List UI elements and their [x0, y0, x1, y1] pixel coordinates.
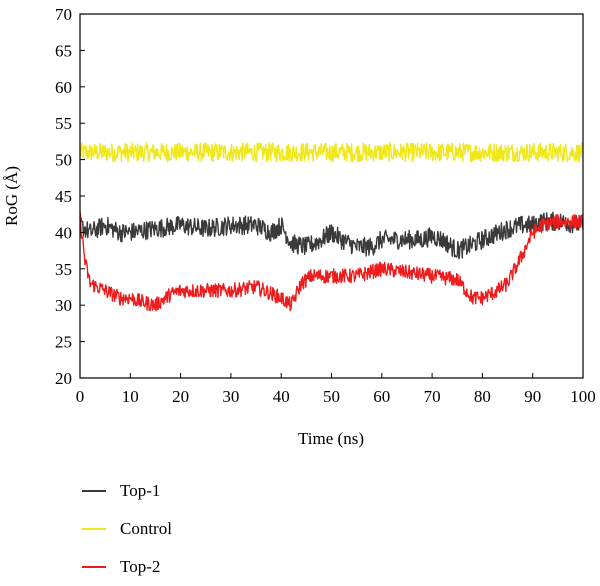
- legend-swatch-top-1: [82, 490, 106, 492]
- y-tick-label: 45: [55, 187, 72, 206]
- x-tick-label: 90: [524, 387, 541, 406]
- y-axis-title: RoG (Å): [2, 166, 21, 226]
- legend-label-top-1: Top-1: [120, 481, 161, 500]
- y-tick-label: 25: [55, 333, 72, 352]
- legend-item-top-1: Top-1: [82, 472, 322, 510]
- y-tick-label: 60: [55, 78, 72, 97]
- legend-item-control: Control: [82, 510, 322, 548]
- x-axis-title: Time (ns): [298, 429, 364, 448]
- legend-label-control: Control: [120, 519, 172, 538]
- y-tick-label: 55: [55, 114, 72, 133]
- series-line-top-2: [79, 211, 584, 312]
- x-tick-label: 10: [122, 387, 139, 406]
- y-axis-ticks: 20 25 30 35 40 45 50 55 60 65 70: [55, 5, 85, 388]
- y-tick-label: 50: [55, 151, 72, 170]
- x-tick-label: 60: [373, 387, 390, 406]
- plot-lines: [79, 142, 584, 312]
- x-tick-label: 40: [273, 387, 290, 406]
- y-tick-label: 40: [55, 223, 72, 242]
- y-tick-label: 70: [55, 5, 72, 24]
- x-axis-ticks: 0 10 20 30 40 50 60 70 80 90 100: [76, 373, 596, 406]
- plot-frame: [79, 13, 584, 379]
- series-line-top-1: [79, 211, 584, 260]
- legend-swatch-top-2: [82, 566, 106, 568]
- y-tick-label: 20: [55, 369, 72, 388]
- legend-label-top-2: Top-2: [120, 557, 161, 576]
- legend-swatch-control: [82, 528, 106, 530]
- legend: Top-1 Control Top-2: [82, 472, 322, 586]
- x-tick-label: 70: [424, 387, 441, 406]
- rog-chart: 0 10 20 30 40 50 60 70 80 90 100 20 25 30 35 40 45 50 55 6…: [2, 5, 596, 448]
- x-tick-label: 20: [172, 387, 189, 406]
- x-tick-label: 30: [222, 387, 239, 406]
- x-tick-label: 0: [76, 387, 85, 406]
- legend-item-top-2: Top-2: [82, 548, 322, 586]
- x-tick-label: 100: [570, 387, 596, 406]
- y-tick-label: 35: [55, 260, 72, 279]
- series-line-control: [79, 142, 584, 163]
- x-tick-label: 50: [323, 387, 340, 406]
- x-tick-label: 80: [474, 387, 491, 406]
- y-tick-label: 65: [55, 41, 72, 60]
- y-tick-label: 30: [55, 296, 72, 315]
